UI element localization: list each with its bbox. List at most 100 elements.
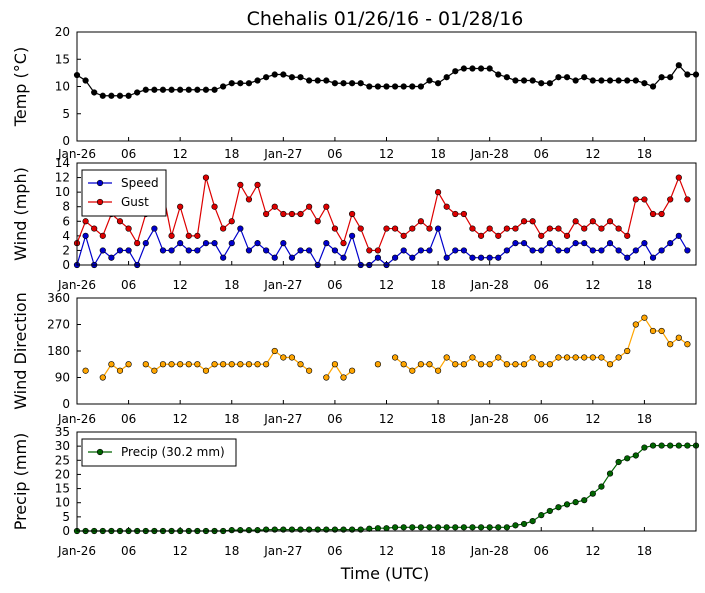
x-tick-label: 18 [430,412,445,426]
data-point [177,86,184,93]
data-point [486,254,493,261]
y-axis-label: Wind (mph) [11,167,30,261]
x-tick-label: 18 [637,278,652,292]
data-point [486,65,493,72]
data-point [142,361,149,368]
data-point [151,367,158,374]
data-point [452,210,459,218]
data-point [288,526,296,533]
x-tick-label: 12 [173,412,188,426]
x-tick-label: 06 [327,544,342,558]
data-point [116,92,124,99]
x-tick-label: 18 [637,147,652,161]
y-tick-label: 20 [55,467,70,481]
data-point [581,497,588,504]
data-point [529,77,536,84]
data-point [443,203,450,210]
plot-frame [76,431,697,532]
data-point [349,210,356,218]
data-point [486,225,493,232]
data-point [503,74,510,81]
data-point [632,77,639,84]
data-point [538,247,545,254]
data-point [469,225,476,232]
data-point [649,442,657,449]
y-axis-label: Precip (mm) [11,433,30,531]
x-tick-label: 06 [121,544,136,558]
data-point [589,218,596,225]
data-point [134,89,141,96]
data-point [340,254,347,261]
data-point [581,354,588,361]
legend-box [81,169,167,217]
data-point [280,210,287,218]
data-point [116,247,124,254]
data-point [606,240,614,247]
data-point [194,247,201,254]
data-point [374,525,382,532]
data-point [598,483,605,490]
data-point [486,361,493,368]
data-point [125,361,132,368]
legend-label: Speed [121,176,159,190]
data-point [323,240,330,247]
data-point [374,361,382,368]
data-point [555,247,562,254]
data-point [185,361,192,368]
data-point [520,240,528,247]
data-point [349,367,356,374]
data-point [245,80,253,87]
data-point [331,361,339,368]
data-point [529,247,536,254]
x-tick-label: 12 [173,544,188,558]
plot-frame [76,31,697,142]
y-tick-label: 0 [62,397,70,411]
y-tick-label: 12 [55,171,70,185]
data-point [220,83,227,90]
data-point [82,367,89,374]
data-point [598,77,605,84]
series-direction [82,314,691,381]
data-point [572,218,579,225]
data-point [125,92,132,99]
data-point [477,254,485,261]
data-point [125,247,132,254]
data-point [520,520,528,528]
panel-3: 0 90 180 270 360 Jan-26 06 12 18 Jan-27 06 12 18 Jan-… [11,291,697,426]
y-tick-label: 35 [55,425,70,439]
data-point [263,210,270,218]
data-point [245,196,253,203]
data-point [443,524,450,531]
data-point [99,374,106,381]
data-point [426,247,433,254]
data-point [615,225,622,232]
data-point [417,218,424,225]
data-point [589,247,596,254]
data-point [357,225,364,232]
data-point [237,80,244,87]
panel-1: 0 5 10 15 20 Jan-26 06 12 18 Jan-27 06 12 18 Jan-28 06… [11,25,700,161]
data-point [667,74,674,81]
x-tick-label: 18 [430,278,445,292]
x-tick-label: 18 [637,412,652,426]
data-point [443,354,450,361]
data-point [159,86,167,93]
y-tick-label: 10 [55,496,70,510]
chart-title: Chehalis 01/26/16 - 01/28/16 [247,8,524,30]
data-point [606,361,614,368]
data-point [555,504,562,511]
data-point [615,458,622,466]
data-point [228,80,235,87]
data-point [632,452,639,459]
data-point [374,83,382,90]
data-point [185,86,192,93]
data-point [598,225,605,232]
data-point [434,524,442,531]
data-point [520,361,528,368]
data-point [159,361,167,368]
y-tick-label: 20 [55,25,70,39]
x-tick-label: 12 [379,147,394,161]
data-point [211,203,218,210]
